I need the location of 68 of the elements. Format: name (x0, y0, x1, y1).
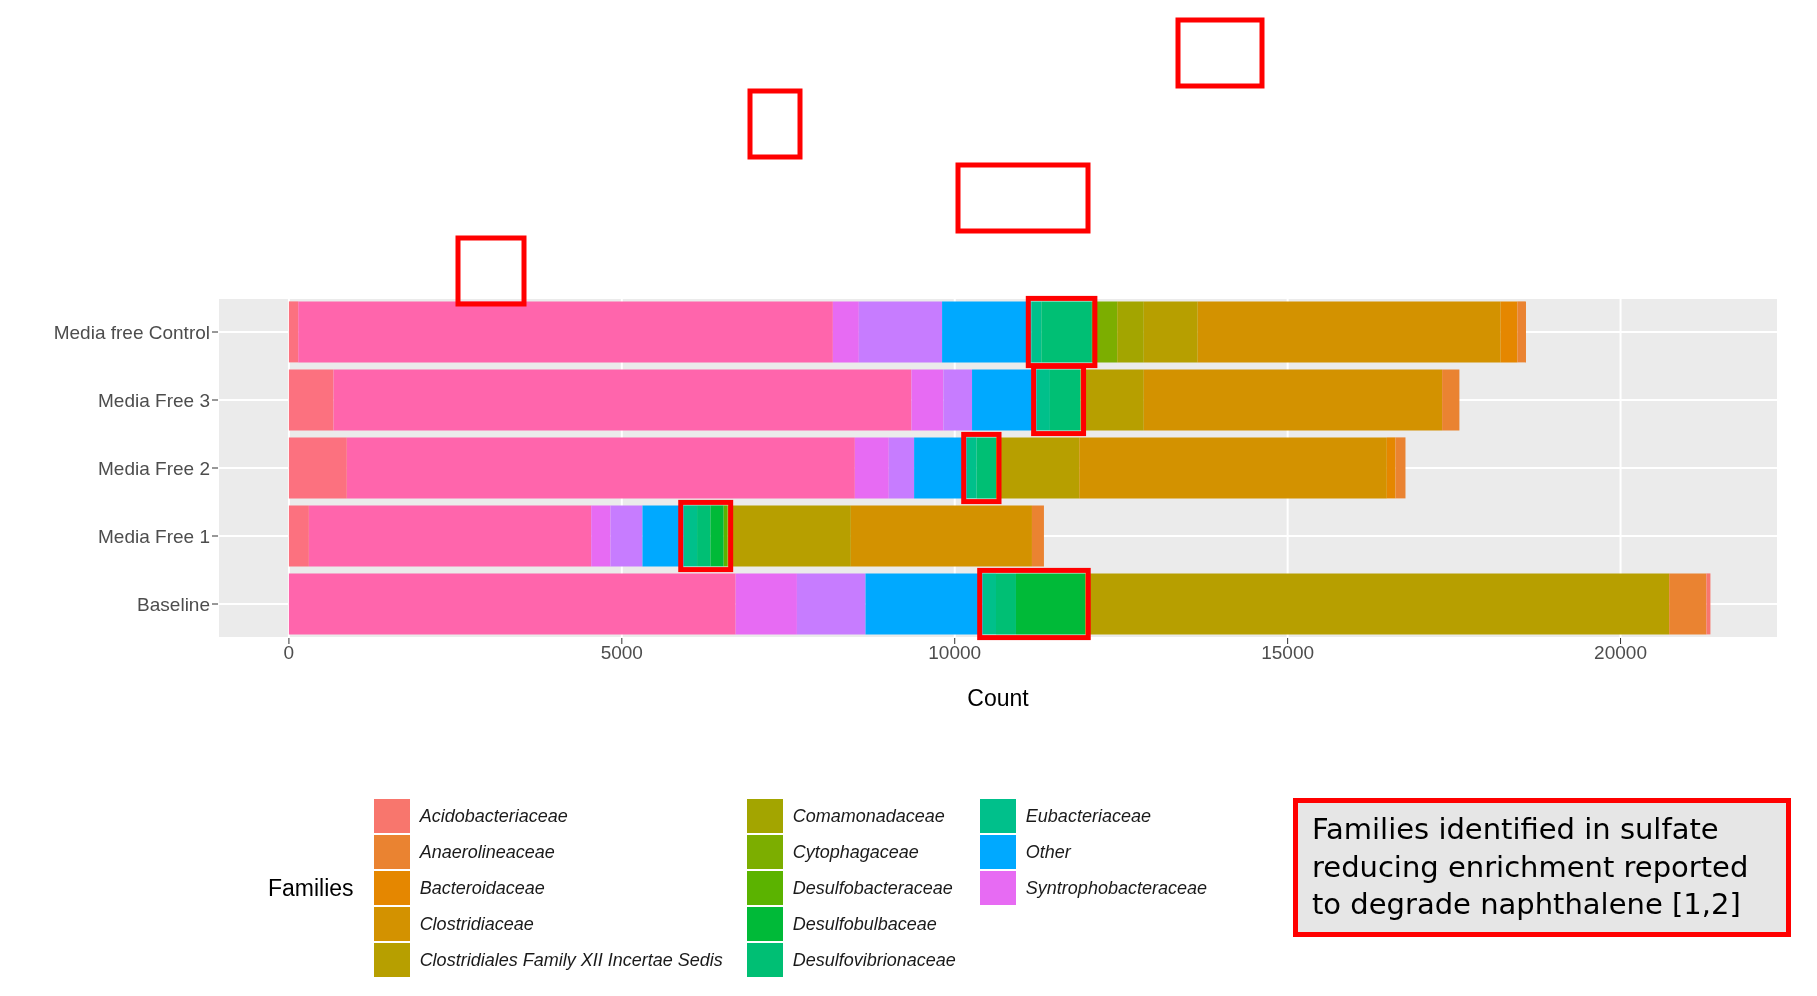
bar (1442, 369, 1460, 431)
bar (858, 301, 943, 363)
bar (288, 573, 736, 635)
bar (288, 301, 299, 363)
legend-label: Clostridiaceae (419, 913, 534, 935)
text: Families identified in sulfate reducing enrichment reported to degrade naphthalene [1,2] (1312, 812, 1749, 922)
bar (982, 573, 996, 635)
bar (966, 437, 977, 499)
bar (1517, 301, 1526, 363)
y-tick-label: Baseline (137, 593, 210, 615)
legend-label: Clostridiales Family XII Incertae Sedis (419, 949, 723, 971)
bar (1143, 301, 1198, 363)
bar (591, 505, 611, 567)
bar (1500, 301, 1518, 363)
legend-label: Eubacteriaceae (1025, 805, 1151, 827)
x-tick-label: 10000 (928, 642, 982, 664)
bar (683, 505, 698, 567)
legend-label: Comamonadaceae (792, 805, 945, 827)
bar (610, 505, 643, 567)
bar (333, 369, 912, 431)
bar (796, 573, 866, 635)
bar (298, 301, 833, 363)
x-tick-label: 0 (283, 642, 295, 664)
bar (1031, 505, 1044, 567)
bar (1395, 437, 1406, 499)
legend-label: Desulfovibrionaceae (792, 949, 956, 971)
bar (308, 505, 592, 567)
y-tick-label: Media free Control (53, 321, 210, 343)
y-tick-label: Media Free 3 (98, 389, 210, 411)
x-tick-label: 5000 (600, 642, 643, 664)
legend-label: Anaerolineaceae (419, 841, 555, 863)
bar (943, 369, 973, 431)
bar (697, 505, 711, 567)
y-tick-label: Media Free 2 (98, 457, 210, 479)
x-tick-label: 20000 (1594, 642, 1647, 664)
bar (911, 369, 944, 431)
legend-label: Desulfobacteraceae (792, 877, 953, 899)
legend-label: Other (1025, 841, 1071, 863)
bar (854, 437, 889, 499)
bar (1079, 437, 1387, 499)
legend-label: Bacteroidaceae (419, 877, 545, 899)
bar (1669, 573, 1707, 635)
legend-title: Families (268, 874, 354, 902)
bar (1031, 301, 1042, 363)
legend-label: Syntrophobacteraceae (1025, 877, 1207, 899)
bar (850, 505, 1032, 567)
legend-label: Acidobacteriaceae (419, 805, 568, 827)
legend-label: Cytophagaceae (792, 841, 919, 863)
bar (1117, 301, 1144, 363)
bar (1386, 437, 1396, 499)
x-tick-label: 15000 (1261, 642, 1315, 664)
bar (888, 437, 915, 499)
y-tick-label: Media Free 1 (98, 525, 210, 547)
bar (735, 573, 797, 635)
bar (723, 505, 728, 567)
bar (996, 573, 1016, 635)
bar (1036, 369, 1050, 431)
bar (1706, 573, 1711, 635)
bar (288, 505, 309, 567)
bar (288, 369, 334, 431)
x-axis-title: Count (967, 685, 1030, 711)
bar (832, 301, 859, 363)
bar (1197, 301, 1501, 363)
legend-label: Desulfobulbaceae (792, 913, 937, 935)
bar (346, 437, 855, 499)
bar (710, 505, 724, 567)
bar (288, 437, 347, 499)
bar (1143, 369, 1443, 431)
